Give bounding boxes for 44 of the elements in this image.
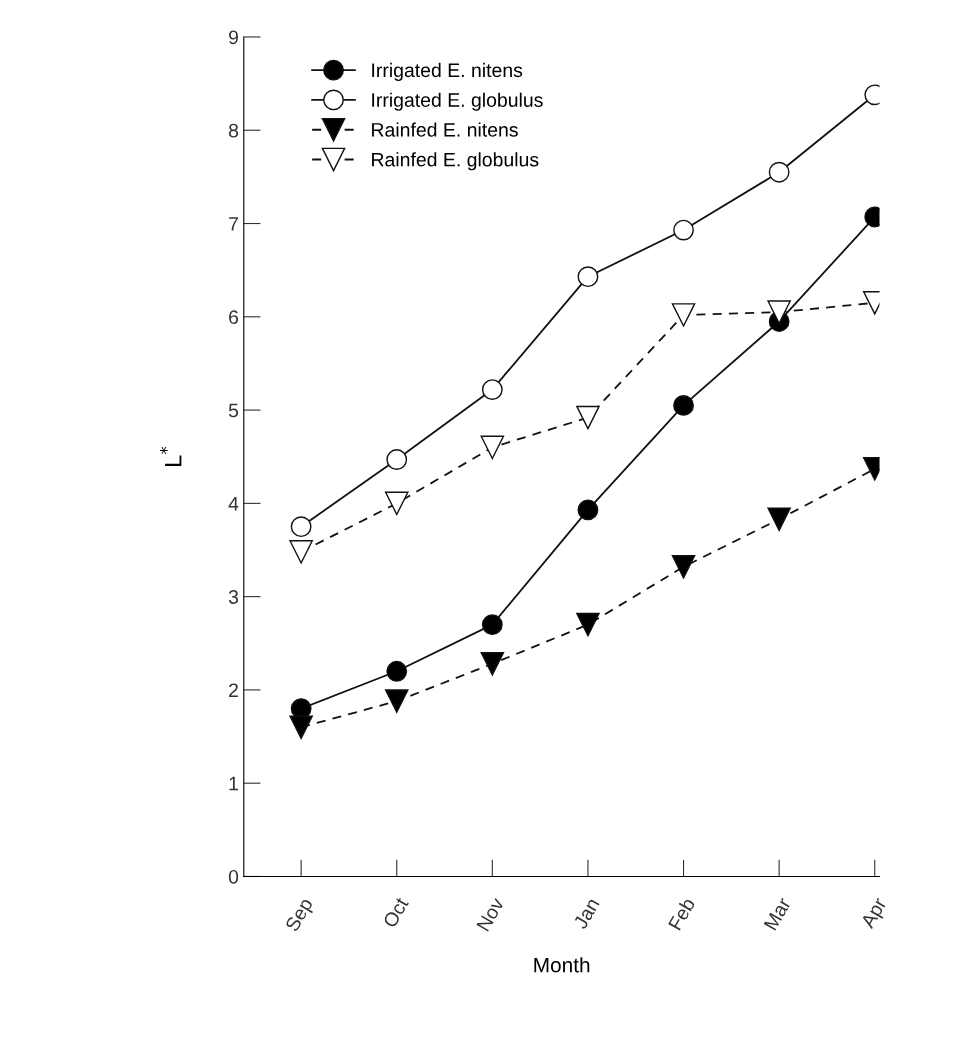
point xyxy=(289,540,313,564)
y-tick-label: 7 xyxy=(229,217,238,231)
point xyxy=(289,715,313,740)
point xyxy=(384,689,409,713)
point xyxy=(577,499,599,521)
y-tick-label: 0 xyxy=(228,869,239,884)
point xyxy=(768,161,790,183)
legend-label: Rainfed E. nitens xyxy=(372,122,518,137)
point xyxy=(386,449,408,470)
x-tick-label: Feb xyxy=(667,896,696,931)
point xyxy=(386,660,408,682)
point xyxy=(481,379,503,400)
y-tick-label: 6 xyxy=(229,310,239,325)
point xyxy=(767,300,791,324)
point xyxy=(480,435,505,460)
point xyxy=(671,554,696,579)
x-tick-label: Jan xyxy=(573,897,600,930)
x-tick-label: Sep xyxy=(284,896,317,935)
point xyxy=(290,516,312,538)
point xyxy=(673,219,694,241)
y-tick-label: 2 xyxy=(229,683,238,697)
y-tick-label: 8 xyxy=(228,123,239,138)
point xyxy=(481,614,503,636)
x-tick-label: Apr xyxy=(860,896,891,932)
y-tick-label: 4 xyxy=(228,497,239,511)
point xyxy=(577,266,599,288)
y-tick-label: 1 xyxy=(229,776,238,791)
x-tick-label: Oct xyxy=(382,896,410,929)
point xyxy=(384,491,409,516)
point xyxy=(480,651,505,676)
y-tick-label: 9 xyxy=(229,30,238,45)
point xyxy=(671,303,696,327)
x-tick-label: Mar xyxy=(763,896,792,931)
y-tick-label: 5 xyxy=(228,403,239,418)
y-axis-title: L$^{*}$ xyxy=(160,446,182,466)
legend-label: Irrigated E. nitens xyxy=(372,62,523,81)
x-axis-title: Month xyxy=(534,957,590,973)
point xyxy=(576,405,600,430)
legend-label: Irrigated E. globulus xyxy=(372,92,543,111)
point xyxy=(673,394,694,416)
point xyxy=(576,612,600,637)
y-tick-label: 3 xyxy=(228,590,239,604)
point xyxy=(767,507,791,532)
legend-label: Rainfed E. globulus xyxy=(372,152,539,171)
